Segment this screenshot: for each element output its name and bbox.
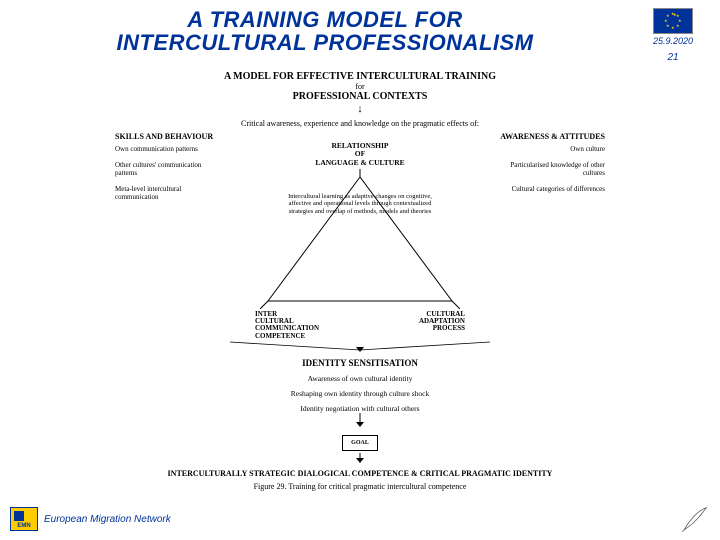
page-title-block: A TRAINING MODEL FOR INTERCULTURAL PROFE…: [12, 8, 638, 54]
date-text: 25.9.2020: [638, 36, 708, 46]
diagram-title-1: A MODEL FOR EFFECTIVE INTERCULTURAL TRAI…: [115, 71, 605, 82]
title-line-2: INTERCULTURAL PROFESSIONALISM: [12, 31, 638, 54]
triangle-bottom-left: INTER CULTURAL COMMUNICATION COMPETENCE: [255, 311, 350, 340]
diagram: A MODEL FOR EFFECTIVE INTERCULTURAL TRAI…: [115, 71, 605, 491]
page-number: 21: [638, 52, 708, 63]
identity-line: Awareness of own cultural identity: [115, 374, 605, 383]
identity-line: Reshaping own identity through culture s…: [115, 389, 605, 398]
footer: EMN European Migration Network: [10, 504, 710, 534]
triangle-bottom-right: CULTURAL ADAPTATION PROCESS: [370, 311, 465, 340]
right-heading: AWARENESS & ATTITUDES: [495, 132, 605, 141]
triangle-text: Intercultural learning as adaptive chang…: [285, 193, 435, 215]
right-item: Own culture: [495, 145, 605, 153]
footer-org: European Migration Network: [44, 514, 171, 525]
left-item: Own communication patterns: [115, 145, 225, 153]
left-heading: SKILLS AND BEHAVIOUR: [115, 132, 225, 141]
left-column: SKILLS AND BEHAVIOUR Own communication p…: [115, 132, 225, 340]
header-meta: ★ ★ ★ ★ ★ ★ ★ ★ 25.9.2020 21: [638, 8, 708, 63]
left-item: Other cultures' communication patterns: [115, 161, 225, 177]
arrow-down-icon: [350, 453, 370, 463]
center-column: RELATIONSHIP OF LANGUAGE & CULTURE Inter…: [225, 132, 495, 340]
connector-icon: [210, 340, 510, 352]
identity-line: Identity negotiation with cultural other…: [115, 404, 605, 413]
quill-icon: [680, 504, 710, 534]
triangle-diagram: Intercultural learning as adaptive chang…: [260, 169, 460, 309]
emn-logo-text: EMN: [11, 523, 37, 529]
emn-logo-icon: EMN: [10, 507, 38, 531]
right-column: AWARENESS & ATTITUDES Own culture Partic…: [495, 132, 605, 340]
diagram-title-3: PROFESSIONAL CONTEXTS: [115, 91, 605, 102]
identity-block: IDENTITY SENSITISATION Awareness of own …: [115, 358, 605, 413]
right-item: Particularised knowledge of other cultur…: [495, 161, 605, 177]
diagram-subtitle: Critical awareness, experience and knowl…: [115, 119, 605, 128]
eu-flag-icon: ★ ★ ★ ★ ★ ★ ★ ★: [653, 8, 693, 34]
final-outcome: INTERCULTURALLY STRATEGIC DIALOGICAL COM…: [115, 469, 605, 478]
arrow-icon: ↓: [115, 104, 605, 115]
relationship-label: RELATIONSHIP OF LANGUAGE & CULTURE: [315, 142, 404, 167]
left-item: Meta-level intercultural communication: [115, 185, 225, 201]
goal-box: GOAL: [342, 435, 378, 451]
title-line-1: A TRAINING MODEL FOR: [12, 8, 638, 31]
identity-heading: IDENTITY SENSITISATION: [115, 358, 605, 368]
diagram-title-2: for: [115, 82, 605, 91]
figure-caption: Figure 29. Training for critical pragmat…: [115, 482, 605, 491]
arrow-down-icon: [350, 413, 370, 427]
right-item: Cultural categories of differences: [495, 185, 605, 193]
